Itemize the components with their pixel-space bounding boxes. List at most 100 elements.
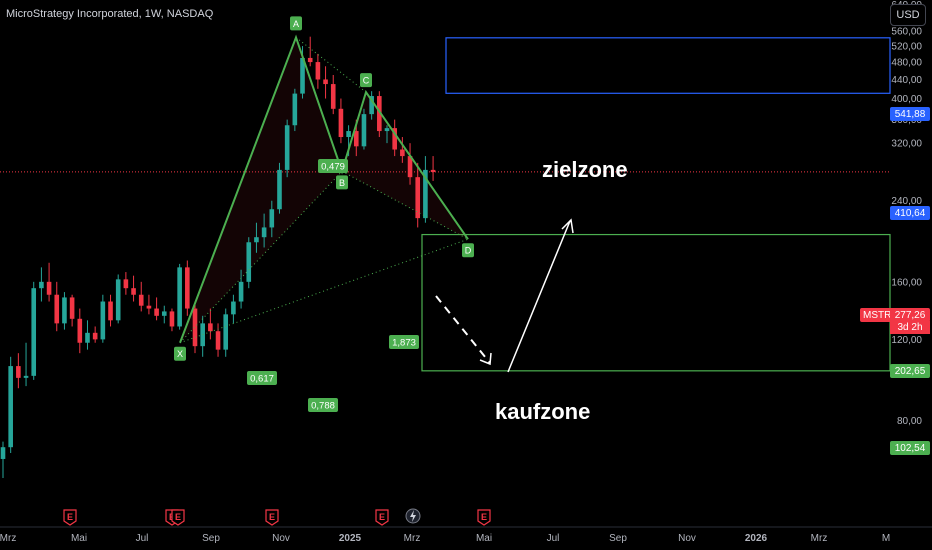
- ratio-badge-text: 0,617: [250, 374, 274, 385]
- zones-layer: [0, 37, 891, 372]
- earnings-marker-5: E: [477, 509, 491, 526]
- candle-14: [108, 294, 113, 327]
- xb-ratio-line: [179, 170, 343, 344]
- time-label-4: Nov: [272, 533, 290, 544]
- ratio-badge-0: 0,479: [318, 159, 348, 173]
- point-badge: [360, 73, 372, 88]
- candle-body: [415, 177, 421, 219]
- ticker-tag: MSTR: [860, 308, 895, 322]
- time-label-13: M: [882, 533, 890, 544]
- candle-48: [369, 91, 374, 120]
- candle-47: [361, 108, 367, 150]
- target-zone-label: zielzone: [542, 157, 628, 182]
- candle-53: [407, 143, 413, 185]
- candle-33: [254, 222, 259, 253]
- candle-body: [69, 297, 75, 319]
- candle-body: [307, 57, 313, 63]
- buy-zone-bottom-tag: 102,54: [890, 441, 930, 455]
- candle-50: [384, 125, 390, 144]
- candle-body: [400, 149, 405, 157]
- candle-body: [85, 332, 90, 343]
- earnings-badge: [171, 509, 185, 526]
- candle-11: [85, 320, 90, 350]
- candle-21: [161, 305, 167, 324]
- target-zone-top-tag: 541,88: [890, 107, 930, 121]
- candle-body: [277, 169, 282, 210]
- candle-body: [16, 366, 21, 378]
- ratio-badge-bg: [247, 371, 277, 385]
- candle-body: [146, 305, 152, 309]
- candle-18: [138, 281, 144, 312]
- pattern-fill: [180, 37, 468, 343]
- xab-triangle-fill: [180, 37, 342, 343]
- earnings-glyph: E: [379, 512, 385, 522]
- candle-body: [353, 131, 359, 147]
- earnings-badge: [477, 509, 491, 526]
- candle-35: [269, 200, 275, 238]
- price-label-11: 120,00: [891, 335, 922, 346]
- harmonic-pattern[interactable]: X A B C D 0,479 1,873 0,617 0,788: [174, 16, 474, 412]
- pattern-point-B: B: [336, 175, 348, 190]
- candle-body: [323, 79, 328, 85]
- candle-6: [46, 262, 52, 302]
- event-markers[interactable]: EEEEEE: [63, 508, 491, 526]
- candle-body: [377, 96, 382, 132]
- candle-30: [231, 294, 236, 324]
- candle-8: [62, 292, 67, 330]
- earnings-marker-4: E: [375, 509, 389, 526]
- time-label-10: Nov: [678, 533, 696, 544]
- point-label: B: [339, 178, 345, 188]
- point-badge: [290, 16, 302, 31]
- point-badge: [336, 175, 348, 190]
- price-label-4: 480,00: [891, 58, 922, 69]
- candle-17: [131, 275, 136, 302]
- target-arrow: [507, 220, 571, 373]
- dashed-arrow-head: [479, 352, 492, 366]
- time-label-2: Jul: [136, 533, 149, 544]
- candle-49: [377, 91, 382, 138]
- price-label-10: 160,00: [891, 277, 922, 288]
- candle-body: [177, 267, 182, 327]
- chart-title: MicroStrategy Incorporated, 1W, NASDAQ: [6, 8, 214, 20]
- candle-32: [246, 237, 252, 289]
- price-label-9: 240,00: [891, 196, 922, 207]
- price-label-8: 320,00: [891, 139, 922, 150]
- candle-body: [77, 318, 83, 343]
- time-label-6: Mrz: [404, 533, 421, 544]
- currency-button[interactable]: USD: [890, 4, 926, 26]
- time-label-3: Sep: [202, 533, 220, 544]
- candlestick-series[interactable]: [0, 36, 436, 479]
- time-label-7: Mai: [476, 533, 492, 544]
- candle-12: [92, 326, 98, 343]
- candle-body: [39, 281, 44, 289]
- candle-43: [330, 74, 336, 115]
- candle-16: [123, 272, 129, 295]
- projection-arrows[interactable]: [435, 218, 574, 373]
- point-badge: [462, 243, 474, 258]
- candle-7: [54, 281, 60, 332]
- candle-body: [115, 279, 121, 321]
- candle-body: [31, 288, 37, 376]
- candle-body: [23, 375, 29, 378]
- candle-9: [69, 294, 75, 327]
- candle-body: [62, 297, 67, 324]
- candle-body: [208, 323, 213, 332]
- time-axis[interactable]: Mrz Mai Jul Sep Nov 2025 Mrz Mai Jul Sep Nov 2026 Mr…: [0, 526, 932, 544]
- candle-body: [292, 93, 298, 126]
- earnings-glyph: E: [67, 512, 73, 522]
- candle-37: [284, 119, 290, 178]
- candle-22: [169, 308, 175, 332]
- buy-zone-label: kaufzone: [495, 399, 591, 424]
- candle-body: [246, 242, 252, 282]
- candle-31: [238, 269, 244, 309]
- price-label-3: 520,00: [891, 42, 922, 53]
- candle-body: [100, 301, 106, 340]
- candle-54: [415, 162, 421, 228]
- candle-body: [161, 311, 167, 316]
- earnings-glyph: E: [269, 512, 275, 522]
- earnings-marker-2: E: [171, 509, 185, 526]
- candle-body: [231, 301, 236, 315]
- point-badge: [174, 346, 186, 361]
- candle-27: [208, 308, 213, 340]
